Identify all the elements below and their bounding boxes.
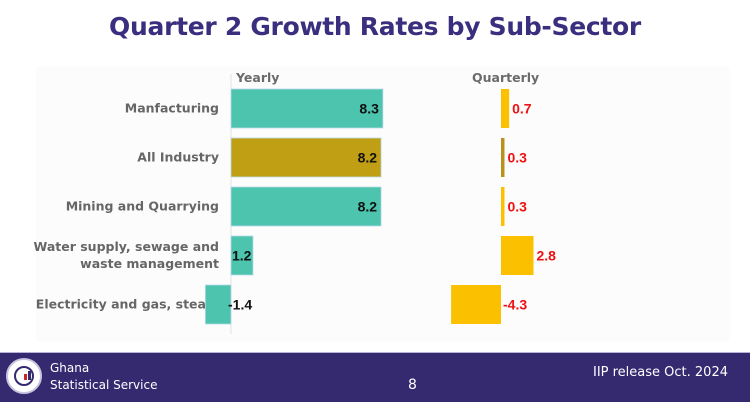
category-label: All Industry — [137, 150, 219, 165]
yearly-bar — [230, 186, 382, 227]
org-name-line2: Statistical Service — [50, 378, 158, 392]
growth-chart: Manfacturing All Industry Mining and Quarr… — [33, 70, 556, 334]
yearly-panel-title: Yearly — [235, 70, 279, 85]
quarterly-value-label: -4.3 — [503, 297, 527, 313]
quarterly-bar — [501, 187, 505, 226]
category-label: Electricity and gas, steam — [36, 297, 219, 312]
ghana-statistical-service-logo-icon — [6, 358, 42, 394]
yearly-bar — [230, 235, 254, 276]
page-number: 8 — [408, 377, 417, 393]
yearly-value-label: 8.3 — [359, 101, 379, 117]
yearly-value-label: -1.4 — [228, 297, 252, 313]
category-label: Mining and Quarrying — [66, 199, 219, 214]
slide-title: Quarter 2 Growth Rates by Sub-Sector — [109, 12, 641, 41]
quarterly-value-label: 0.3 — [507, 150, 527, 166]
category-label: Water supply, sewage and — [33, 239, 219, 254]
yearly-panel: Yearly 8.3 8.2 8.2 1.2 -1.4 — [204, 70, 384, 334]
quarterly-value-label: 2.8 — [536, 248, 556, 264]
quarterly-bar — [451, 285, 501, 324]
quarterly-panel-title: Quarterly — [472, 70, 539, 85]
category-label: Manfacturing — [125, 101, 219, 116]
quarterly-bar — [501, 236, 534, 275]
category-labels: Manfacturing All Industry Mining and Quarr… — [33, 101, 219, 312]
quarterly-bar — [501, 89, 510, 128]
yearly-value-label: 8.2 — [358, 150, 378, 166]
yearly-bar — [230, 88, 384, 129]
yearly-value-label: 8.2 — [358, 199, 378, 215]
yearly-value-label: 1.2 — [232, 248, 252, 264]
quarterly-bar — [501, 138, 505, 177]
yearly-bar — [204, 284, 232, 325]
yearly-bar — [230, 137, 382, 178]
footer: Ghana Statistical Service 8 IIP release … — [0, 352, 750, 402]
org-name-line1: Ghana — [50, 361, 90, 375]
quarterly-value-label: 0.7 — [512, 101, 532, 117]
category-label: waste management — [80, 256, 219, 271]
quarterly-panel: Quarterly 0.7 0.3 0.3 2.8 -4.3 — [451, 70, 556, 324]
release-note: IIP release Oct. 2024 — [592, 365, 728, 380]
quarterly-value-label: 0.3 — [507, 199, 527, 215]
